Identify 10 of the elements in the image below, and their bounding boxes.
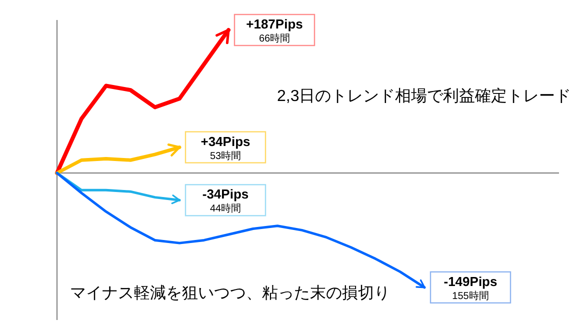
- annotation: +34Pips: [200, 134, 250, 149]
- annotation: +187Pips: [246, 16, 303, 32]
- annotation: 44時間: [210, 202, 242, 215]
- text: -149Pips: [444, 274, 498, 289]
- annotation: 53時間: [210, 150, 242, 162]
- annotation: 2,3日のトレンド相場で利益確定トレード: [277, 87, 571, 105]
- text: 155時間: [452, 290, 489, 302]
- annotation: 66時間: [258, 32, 290, 44]
- annotation: マイナス軽減を狙いつつ、粘った末の損切り: [70, 284, 390, 302]
- annotation: -34Pips: [202, 186, 249, 202]
